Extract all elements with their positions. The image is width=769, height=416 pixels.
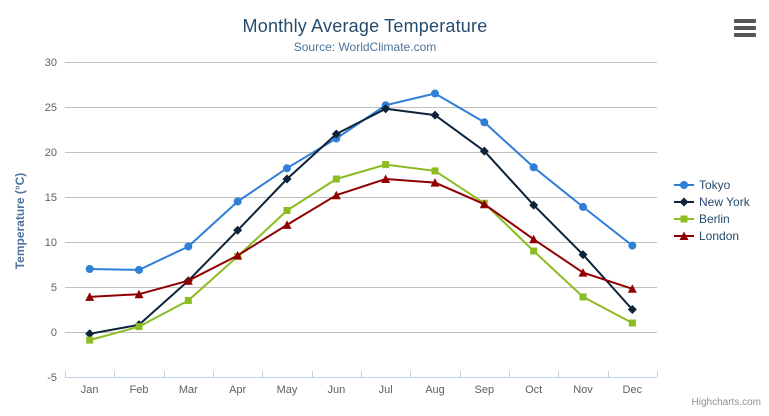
legend-item-berlin[interactable]: Berlin (674, 210, 750, 227)
y-axis-tick-label: 15 (45, 192, 57, 204)
data-point-berlin[interactable] (135, 323, 143, 331)
hamburger-icon (734, 26, 756, 30)
data-point-new-york[interactable] (381, 104, 391, 114)
data-point-new-york[interactable] (282, 174, 292, 184)
y-axis-tick-label: 10 (45, 237, 57, 249)
legend-item-london[interactable]: London (674, 227, 750, 244)
legend-label: London (699, 228, 740, 243)
data-point-new-york[interactable] (233, 225, 243, 235)
data-point-london[interactable] (627, 284, 637, 293)
export-menu-button[interactable] (734, 19, 758, 37)
data-point-berlin[interactable] (628, 319, 636, 327)
series-line-tokyo (88, 92, 634, 271)
legend: Tokyo New York Berlin London (674, 176, 750, 244)
diamond-marker-icon (674, 197, 694, 206)
data-point-berlin[interactable] (382, 161, 390, 169)
legend-label: Berlin (699, 211, 730, 226)
y-axis-tick-label: 5 (51, 282, 57, 294)
data-point-berlin[interactable] (283, 207, 291, 214)
x-axis-tick-label: Sep (475, 384, 495, 396)
x-axis-tick-label: Oct (525, 384, 542, 396)
x-axis-tick-label: Jun (327, 384, 345, 396)
data-point-london[interactable] (282, 220, 292, 229)
data-point-new-york[interactable] (627, 305, 637, 314)
data-point-berlin[interactable] (579, 293, 587, 301)
hamburger-icon (734, 33, 756, 37)
data-point-london[interactable] (430, 178, 440, 187)
x-axis-tick-label: Jul (379, 384, 393, 396)
series-line-new-york (88, 107, 634, 335)
data-point-london[interactable] (85, 292, 95, 301)
data-point-berlin[interactable] (184, 297, 192, 304)
diamond-marker-icon (679, 197, 689, 206)
y-axis-tick-label: 25 (45, 102, 57, 114)
legend-item-tokyo[interactable]: Tokyo (674, 176, 750, 193)
chart-subtitle: Source: WorldClimate.com (293, 40, 437, 54)
y-axis-tick-label: 20 (45, 147, 57, 159)
series-line-berlin (88, 163, 634, 342)
triangle-marker-icon (674, 231, 694, 240)
data-point-london[interactable] (233, 251, 243, 260)
data-point-london[interactable] (134, 289, 144, 299)
y-axis-title: Temperature (°C) (13, 172, 27, 270)
data-point-tokyo[interactable] (85, 265, 94, 273)
series-tokyo (85, 89, 637, 274)
legend-item-new-york[interactable]: New York (674, 193, 750, 210)
x-axis-tick-label: May (277, 384, 298, 396)
credits-link[interactable]: Highcharts.com (691, 397, 761, 408)
x-axis-tick-label: Mar (179, 384, 198, 396)
data-point-london[interactable] (331, 190, 341, 200)
data-point-london[interactable] (381, 174, 391, 184)
data-point-new-york[interactable] (331, 129, 341, 139)
x-axis-tick-label: Apr (229, 384, 246, 396)
data-point-tokyo[interactable] (579, 202, 587, 211)
data-point-new-york[interactable] (479, 146, 489, 156)
square-marker-icon (674, 215, 694, 222)
data-point-new-york[interactable] (529, 200, 539, 210)
data-point-london[interactable] (479, 199, 489, 209)
x-axis-tick-label: Dec (623, 384, 643, 396)
x-axis-tick-label: Feb (130, 384, 149, 396)
data-point-new-york[interactable] (430, 110, 440, 120)
series-new-york (85, 104, 637, 339)
data-point-london[interactable] (529, 234, 539, 244)
data-point-london[interactable] (183, 276, 193, 285)
series-london (85, 174, 637, 301)
series-line-london (88, 178, 634, 298)
hamburger-icon (734, 19, 756, 23)
circle-marker-icon (674, 180, 694, 189)
data-point-new-york[interactable] (578, 250, 588, 260)
data-point-berlin[interactable] (530, 247, 538, 255)
data-point-tokyo[interactable] (431, 89, 439, 98)
data-point-tokyo[interactable] (529, 163, 538, 172)
y-axis-tick-label: 0 (51, 327, 57, 339)
data-point-tokyo[interactable] (135, 265, 143, 274)
data-point-london[interactable] (578, 268, 588, 277)
triangle-marker-icon (679, 231, 689, 240)
x-axis-tick-label: Nov (573, 384, 593, 396)
data-point-tokyo[interactable] (480, 118, 489, 127)
y-axis-tick-label: -5 (47, 372, 57, 384)
data-point-new-york[interactable] (85, 329, 95, 339)
x-axis-tick-label: Aug (425, 384, 445, 396)
chart-title: Monthly Average Temperature (242, 16, 488, 36)
data-point-tokyo[interactable] (283, 164, 291, 173)
circle-marker-icon (680, 180, 688, 189)
data-point-berlin[interactable] (332, 175, 340, 183)
data-point-tokyo[interactable] (184, 242, 193, 251)
y-axis-tick-label: 30 (45, 57, 57, 69)
legend-label: Tokyo (699, 177, 731, 192)
data-point-berlin[interactable] (86, 336, 94, 344)
data-point-tokyo[interactable] (233, 197, 242, 206)
data-point-tokyo[interactable] (628, 241, 637, 250)
x-axis-tick-label: Jan (81, 384, 99, 396)
square-marker-icon (680, 215, 688, 222)
data-point-berlin[interactable] (431, 167, 439, 175)
legend-label: New York (699, 194, 750, 209)
